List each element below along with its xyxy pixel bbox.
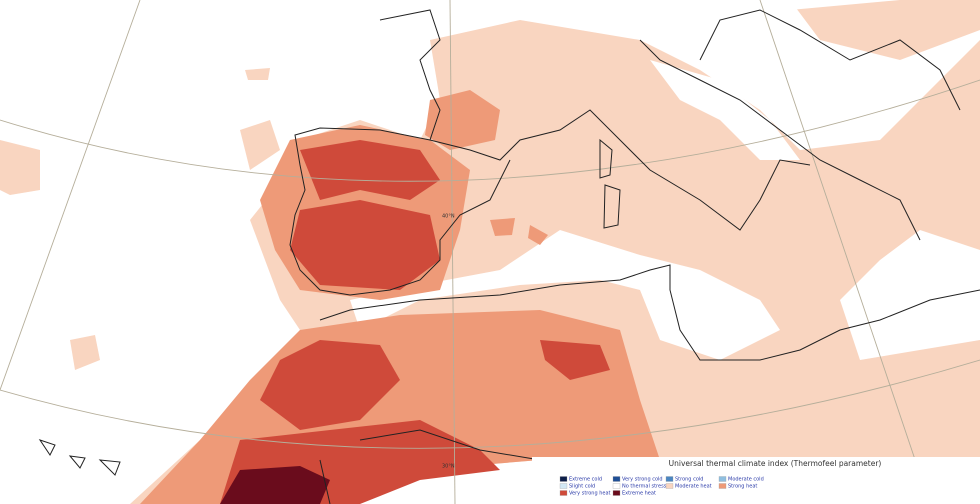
legend-label: Extreme heat: [622, 491, 656, 497]
legend-label: Strong heat: [728, 484, 757, 490]
legend-label: Moderate heat: [675, 484, 712, 490]
legend-label: Extreme cold: [569, 477, 602, 483]
coastlines: [38, 9, 980, 504]
grid-label: 40°N: [442, 214, 455, 220]
legend-swatch: [718, 476, 727, 482]
legend-label: Very strong cold: [622, 477, 663, 483]
extreme-heat-area: [220, 466, 330, 504]
legend-swatch: [718, 483, 727, 489]
legend-label: No thermal stress: [622, 484, 667, 490]
legend-label: Moderate cold: [728, 477, 764, 483]
legend-swatch: [665, 476, 674, 482]
legend-swatch: [612, 483, 621, 489]
legend-swatch: [612, 476, 621, 482]
legend-swatch: [559, 490, 568, 496]
legend-label: Very strong heat: [569, 491, 611, 497]
legend-label: Strong cold: [675, 477, 703, 483]
legend-box: [532, 457, 980, 504]
grid-label: 30°N: [442, 464, 455, 470]
legend-swatch: [559, 483, 568, 489]
legend-swatch: [665, 483, 674, 489]
legend-swatch: [559, 476, 568, 482]
legend-items: Extreme cold Very strong cold Strong cold M…: [559, 476, 764, 497]
legend-swatch: [612, 490, 621, 496]
legend-title: Universal thermal climate index (Thermof…: [669, 459, 882, 468]
legend-label: Slight cold: [569, 484, 595, 490]
